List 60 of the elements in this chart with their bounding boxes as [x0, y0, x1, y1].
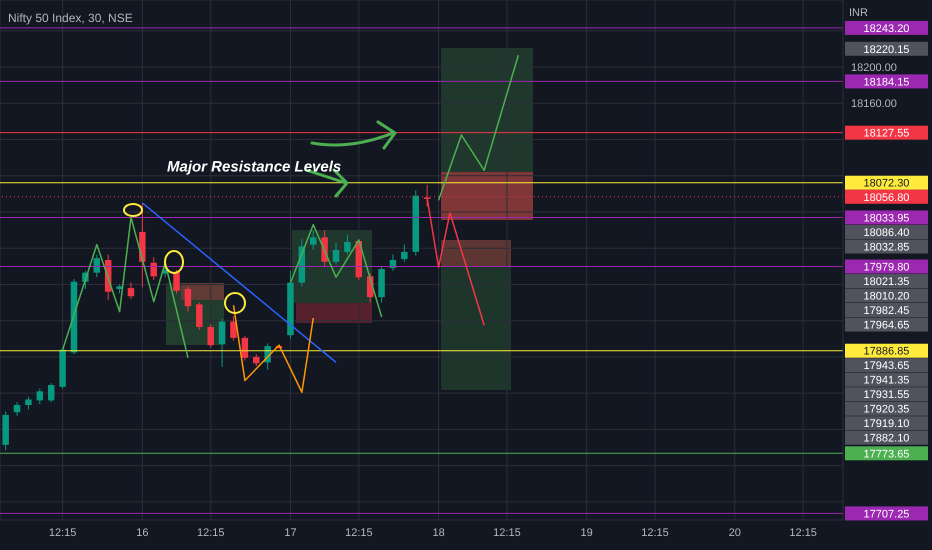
x-tick-label: 12:15: [789, 526, 817, 539]
candlestick: [184, 286, 192, 312]
candlestick: [14, 402, 20, 416]
candlestick: [196, 302, 203, 330]
ref-line-label: 18033.95: [864, 212, 910, 224]
y-tick-label: 18160.00: [851, 98, 897, 110]
x-tick-label: 12:15: [48, 526, 76, 539]
ref-line-label: 18243.20: [864, 22, 910, 35]
x-tick-label: 20: [728, 526, 741, 539]
y-tick-label: 18200.00: [851, 62, 897, 74]
candlestick: [242, 336, 248, 362]
candlestick: [310, 230, 316, 251]
ref-line-label: 18056.80: [864, 192, 910, 204]
text: 17964.65: [864, 320, 910, 332]
candlestick: [332, 242, 340, 266]
annotation: Major Resistance Levels: [167, 158, 342, 176]
candlestick: [344, 234, 351, 256]
candlestick: [150, 256, 157, 280]
line-series: [290, 224, 382, 318]
x-tick-label: 16: [136, 526, 149, 539]
y-axis-title: INR: [849, 7, 868, 19]
text: 17982.45: [864, 305, 910, 318]
x-tick-label: 12:15: [196, 526, 225, 539]
text: 17941.35: [864, 374, 910, 387]
ref-line-label: 18127.55: [864, 128, 910, 140]
text: Nifty 50 Index, 30, NSE: [8, 11, 133, 25]
candlestick: [207, 324, 214, 348]
x-tick-label: 12:15: [493, 526, 521, 539]
candlestick: [36, 388, 44, 405]
x-tick-label: 17: [284, 526, 297, 539]
candlestick: [94, 254, 100, 278]
text: 18021.35: [864, 276, 910, 288]
text: 17919.10: [864, 418, 910, 430]
candlestick: [128, 282, 134, 300]
candlestick: [253, 354, 260, 366]
text: 17943.65: [864, 360, 910, 372]
text: 17931.55: [864, 389, 910, 402]
candlestick: [218, 318, 226, 368]
text: 17882.10: [864, 432, 910, 445]
text: 18032.85: [864, 241, 910, 254]
text: 17920.35: [864, 404, 910, 416]
ref-line-label: 18072.30: [864, 178, 910, 190]
x-tick-label: 19: [580, 526, 593, 539]
ref-line-label: 17886.85: [864, 346, 910, 358]
ref-line-label: 17979.80: [864, 262, 910, 274]
text: 18086.40: [864, 226, 910, 239]
text: 18220.15: [864, 44, 910, 56]
text: 18010.20: [864, 290, 910, 303]
x-tick-label: 18: [432, 526, 445, 539]
ref-line-label: 18184.15: [864, 76, 910, 88]
candlestick: [401, 244, 408, 262]
line-series: [438, 54, 520, 201]
x-tick-label: 12:15: [641, 526, 669, 539]
x-tick-label: 12:15: [345, 526, 373, 539]
candlestick: [25, 396, 32, 410]
ref-line-label: 17707.25: [864, 508, 910, 520]
ref-line-label: 17773.65: [864, 448, 910, 460]
candlestick: [230, 316, 237, 342]
candlestick: [173, 269, 180, 294]
candlestick: [48, 382, 54, 403]
